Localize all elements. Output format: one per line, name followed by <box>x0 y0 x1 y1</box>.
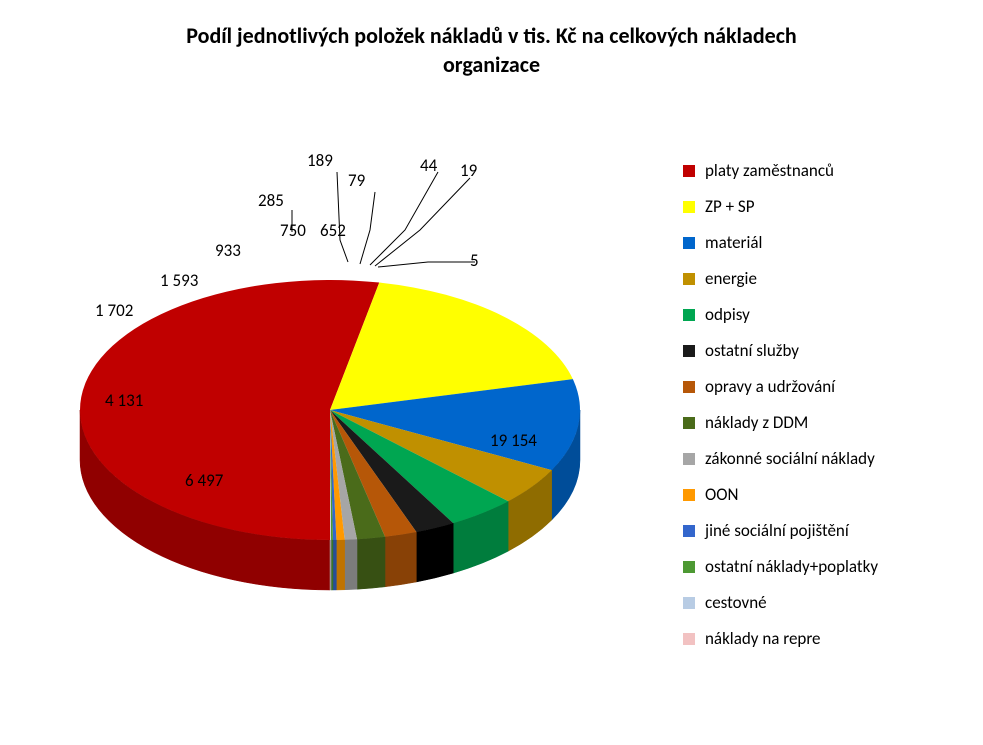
legend-swatch <box>683 489 695 501</box>
data-label: 933 <box>215 240 241 261</box>
data-label: 44 <box>420 155 437 176</box>
legend-item: náklady na repre <box>683 628 943 649</box>
chart-title: Podíl jednotlivých položek nákladů v tis… <box>0 0 983 79</box>
data-label: 5 <box>470 250 479 271</box>
legend-swatch <box>683 309 695 321</box>
legend-swatch <box>683 633 695 645</box>
data-label: 285 <box>258 190 284 211</box>
legend-label: ostatní náklady+poplatky <box>705 556 878 577</box>
legend-label: ZP + SP <box>705 196 755 217</box>
legend-item: jiné sociální pojištění <box>683 520 943 541</box>
chart-title-line2: organizace <box>443 51 540 78</box>
legend-label: zákonné sociální náklady <box>705 448 875 469</box>
legend-label: opravy a udržování <box>705 376 835 397</box>
legend-swatch <box>683 381 695 393</box>
legend-label: jiné sociální pojištění <box>705 520 849 541</box>
legend-swatch <box>683 417 695 429</box>
legend-label: energie <box>705 268 757 289</box>
data-label: 750 <box>280 220 306 241</box>
data-label: 19 154 <box>490 430 537 451</box>
legend-label: ostatní služby <box>705 340 799 361</box>
data-label: 6 497 <box>185 470 223 491</box>
legend-label: materiál <box>705 232 762 253</box>
legend-item: ostatní náklady+poplatky <box>683 556 943 577</box>
legend-item: materiál <box>683 232 943 253</box>
legend-swatch <box>683 201 695 213</box>
data-label: 79 <box>348 170 365 191</box>
legend-swatch <box>683 597 695 609</box>
legend-item: ZP + SP <box>683 196 943 217</box>
legend-swatch <box>683 345 695 357</box>
legend-item: OON <box>683 484 943 505</box>
legend-swatch <box>683 165 695 177</box>
legend-item: cestovné <box>683 592 943 613</box>
legend-item: opravy a udržování <box>683 376 943 397</box>
data-label: 189 <box>307 150 333 171</box>
legend-item: náklady z DDM <box>683 412 943 433</box>
legend-item: odpisy <box>683 304 943 325</box>
legend-swatch <box>683 273 695 285</box>
legend-label: náklady z DDM <box>705 412 808 433</box>
data-label: 1 702 <box>95 300 133 321</box>
legend-swatch <box>683 237 695 249</box>
legend-label: platy zaměstnanců <box>705 160 834 181</box>
legend-swatch <box>683 525 695 537</box>
legend-label: odpisy <box>705 304 750 325</box>
data-label: 19 <box>460 160 477 181</box>
data-label: 652 <box>320 220 346 241</box>
legend-label: cestovné <box>705 592 767 613</box>
data-label: 1 593 <box>160 270 198 291</box>
legend-item: platy zaměstnanců <box>683 160 943 181</box>
chart-container: Podíl jednotlivých položek nákladů v tis… <box>0 0 983 745</box>
legend-item: zákonné sociální náklady <box>683 448 943 469</box>
data-label: 4 131 <box>105 390 143 411</box>
legend-label: náklady na repre <box>705 628 821 649</box>
legend-swatch <box>683 561 695 573</box>
legend-item: energie <box>683 268 943 289</box>
chart-title-line1: Podíl jednotlivých položek nákladů v tis… <box>186 22 796 49</box>
legend: platy zaměstnanců ZP + SP materiál energie o… <box>683 160 943 664</box>
legend-item: ostatní služby <box>683 340 943 361</box>
legend-swatch <box>683 453 695 465</box>
legend-label: OON <box>705 484 739 505</box>
